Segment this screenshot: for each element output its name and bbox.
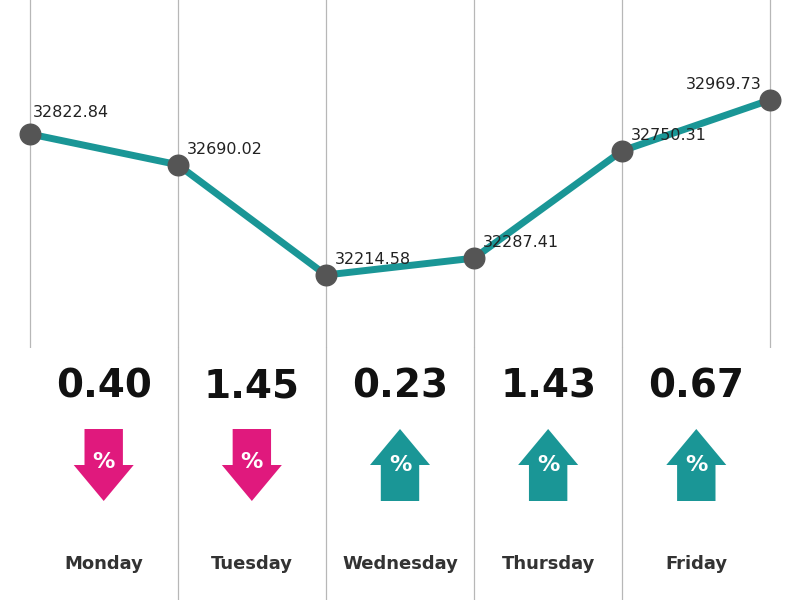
Text: 0.40: 0.40 [56,368,152,406]
Text: Thursday: Thursday [502,555,595,573]
Point [764,95,777,104]
Text: %: % [389,455,411,475]
Text: 1.43: 1.43 [500,368,596,406]
Text: %: % [93,452,115,472]
Text: %: % [685,455,707,475]
Text: Wednesday: Wednesday [342,555,458,573]
Text: %: % [241,452,263,472]
Text: 1.45: 1.45 [204,368,300,406]
Text: 32969.73: 32969.73 [686,77,762,92]
Point [468,253,481,263]
Text: 32690.02: 32690.02 [186,142,262,157]
Text: 32822.84: 32822.84 [33,105,109,120]
Point [616,146,629,155]
Text: 0.67: 0.67 [648,368,744,406]
Point [171,160,184,170]
Text: %: % [537,455,559,475]
Text: Monday: Monday [64,555,143,573]
Text: 0.23: 0.23 [352,368,448,406]
Point [319,270,332,280]
Text: Friday: Friday [666,555,727,573]
Text: 32287.41: 32287.41 [483,235,559,250]
Text: 32214.58: 32214.58 [335,252,411,267]
Text: 32750.31: 32750.31 [631,128,707,143]
Text: Tuesday: Tuesday [211,555,293,573]
Point [23,129,36,139]
